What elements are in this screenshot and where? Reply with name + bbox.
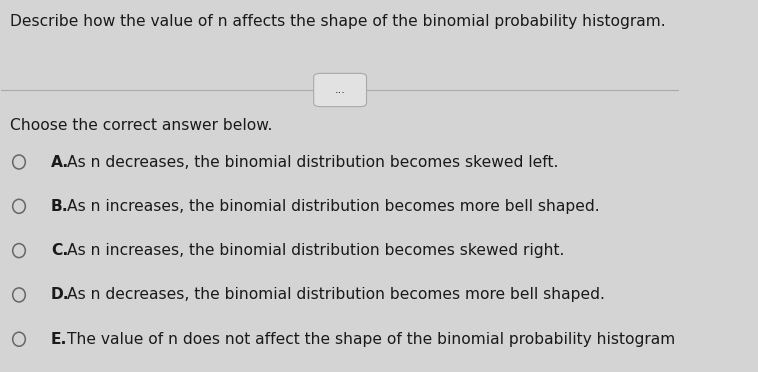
Text: D.: D. [51,288,70,302]
Text: E.: E. [51,332,67,347]
Text: C.: C. [51,243,68,258]
Text: Choose the correct answer below.: Choose the correct answer below. [10,118,272,133]
Text: A.: A. [51,154,69,170]
FancyBboxPatch shape [314,73,367,107]
Text: As n decreases, the binomial distribution becomes skewed left.: As n decreases, the binomial distributio… [67,154,559,170]
Text: Describe how the value of n affects the shape of the binomial probability histog: Describe how the value of n affects the … [10,14,665,29]
Text: As n increases, the binomial distribution becomes skewed right.: As n increases, the binomial distributio… [67,243,565,258]
Text: ...: ... [335,85,346,95]
Text: B.: B. [51,199,68,214]
Text: As n increases, the binomial distribution becomes more bell shaped.: As n increases, the binomial distributio… [67,199,600,214]
Text: The value of n does not affect the shape of the binomial probability histogram: The value of n does not affect the shape… [67,332,675,347]
Text: As n decreases, the binomial distribution becomes more bell shaped.: As n decreases, the binomial distributio… [67,288,605,302]
